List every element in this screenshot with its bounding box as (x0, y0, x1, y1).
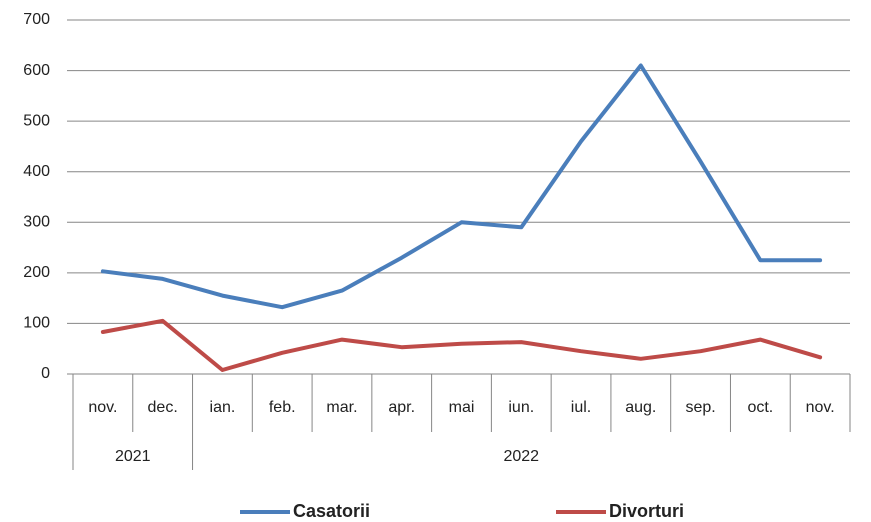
x-tick-label: nov. (806, 399, 835, 416)
legend-label: Divorturi (609, 501, 684, 521)
x-tick-label: ian. (210, 399, 236, 416)
x-tick-label: dec. (148, 399, 178, 416)
x-group-label: 2021 (115, 448, 151, 465)
y-tick-label: 700 (23, 11, 50, 28)
x-tick-label: aug. (625, 399, 656, 416)
x-tick-label: sep. (685, 399, 715, 416)
x-tick-label: iul. (571, 399, 591, 416)
x-tick-label: feb. (269, 399, 296, 416)
y-tick-label: 300 (23, 214, 50, 231)
y-tick-label: 100 (23, 315, 50, 332)
x-tick-label: mar. (326, 399, 357, 416)
x-group-label: 2022 (503, 448, 539, 465)
y-tick-label: 200 (23, 264, 50, 281)
legend-label: Casatorii (293, 501, 370, 521)
series-line (100, 318, 823, 372)
series-line (100, 63, 823, 310)
y-tick-label: 0 (41, 365, 50, 382)
x-tick-label: mai (449, 399, 475, 416)
x-tick-label: nov. (88, 399, 117, 416)
y-tick-label: 500 (23, 112, 50, 129)
y-tick-label: 600 (23, 62, 50, 79)
x-tick-label: oct. (747, 399, 773, 416)
x-tick-label: apr. (388, 399, 415, 416)
y-tick-label: 400 (23, 163, 50, 180)
x-tick-label: iun. (508, 399, 534, 416)
